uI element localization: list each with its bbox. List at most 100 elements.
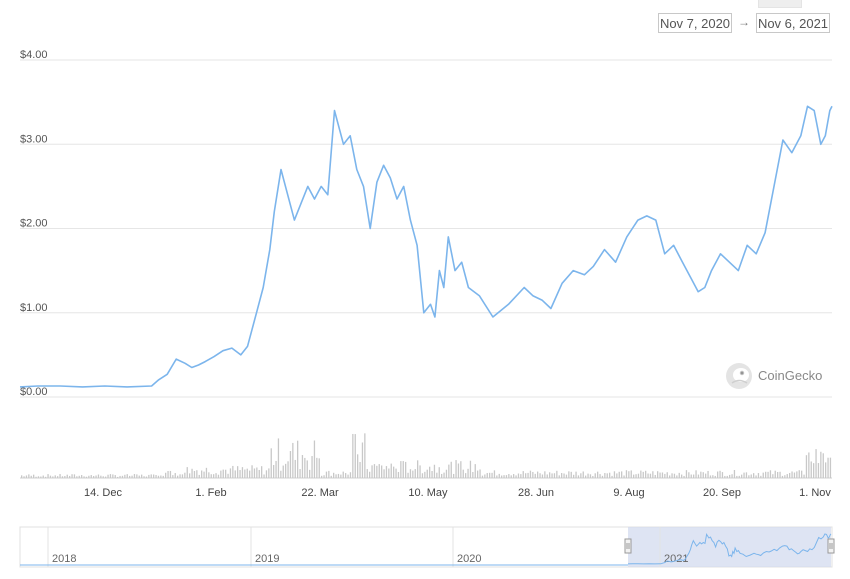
volume-bar [597, 471, 599, 478]
volume-bar [177, 475, 179, 478]
date-from-input[interactable]: Nov 7, 2020 [658, 13, 732, 33]
volume-bar [673, 473, 676, 478]
volume-bar [397, 472, 400, 478]
volume-bar [513, 474, 515, 478]
volume-bar [738, 475, 740, 478]
volume-bar [215, 473, 217, 478]
volume-bar [736, 475, 738, 478]
volume-bar [645, 470, 647, 478]
volume-bar [827, 457, 829, 478]
volume-bar [25, 475, 28, 478]
volume-bar [409, 469, 412, 478]
volume-bar [702, 472, 704, 478]
navigator-line [627, 533, 832, 565]
volume-bar [781, 475, 784, 478]
volume-bar [419, 465, 421, 478]
navigator-selection [628, 527, 831, 567]
volume-bar [366, 469, 368, 478]
volume-bar [789, 472, 791, 478]
volume-bar [263, 474, 265, 478]
volume-bar [498, 473, 500, 478]
volume-bar [361, 442, 364, 478]
x-tick-label: 20. Sep [703, 487, 741, 499]
volume-bar [153, 474, 155, 478]
grid [20, 59, 832, 398]
volume-bar [76, 476, 78, 478]
volume-bar [755, 475, 757, 478]
x-tick-label: 1. Nov [799, 487, 831, 499]
volume-bar [815, 449, 817, 478]
volume-bar [81, 475, 83, 478]
volume-bar [724, 475, 726, 478]
volume-bar [23, 476, 25, 478]
x-tick-label: 28. Jun [518, 487, 554, 499]
volume-bar [693, 474, 695, 478]
volume-bar [191, 468, 193, 478]
range-button[interactable] [758, 0, 802, 8]
volume-bar [753, 473, 755, 478]
volume-bar [196, 470, 198, 478]
volume-bar [690, 474, 692, 478]
volume-bar [229, 468, 232, 478]
volume-bar [813, 463, 815, 478]
volume-bar [707, 470, 709, 478]
volume-bar [239, 470, 241, 478]
volume-bar [395, 468, 397, 478]
volume-bar [232, 465, 234, 478]
volume-bar [90, 475, 92, 478]
volume-bar [652, 471, 654, 478]
volume-bar [520, 474, 522, 478]
volume-bar [306, 460, 308, 478]
volume-bar [486, 473, 488, 478]
volume-bar [412, 470, 414, 478]
volume-bar [637, 473, 640, 478]
volume-bar [664, 473, 666, 478]
volume-bar [268, 468, 270, 478]
volume-bar [97, 474, 100, 478]
volume-bar [124, 474, 126, 478]
volume-bar [277, 438, 280, 478]
volume-bar [184, 472, 186, 478]
volume-bar [594, 473, 596, 478]
navigator-handle[interactable] [624, 538, 632, 554]
volume-bar [265, 470, 268, 478]
volume-bar [138, 475, 140, 478]
navigator[interactable]: 2018 2019 2020 2021 [19, 526, 835, 568]
volume-bar [352, 433, 354, 478]
volume-bar [388, 468, 390, 478]
volume-bar [448, 464, 450, 478]
volume-bar [630, 470, 632, 478]
volume-bar [700, 471, 702, 478]
volume-bar [433, 464, 436, 478]
volume-bar [121, 475, 124, 478]
volume-bar [129, 475, 131, 478]
volume-bar [601, 475, 604, 478]
y-tick-label: $4.00 [20, 49, 48, 61]
volume-bar [143, 476, 145, 478]
volume-bar [774, 470, 776, 478]
volume-bar [798, 470, 800, 478]
volume-bar [301, 455, 304, 478]
volume-bar [558, 475, 560, 478]
volume-bar [407, 472, 409, 478]
volume-bar [573, 474, 575, 478]
volume-bar [119, 475, 121, 478]
volume-bar [345, 473, 347, 478]
navigator-handle[interactable] [827, 538, 835, 554]
volume-bar [443, 472, 445, 478]
volume-bar [453, 473, 455, 478]
coingecko-logo [726, 363, 752, 389]
volume-bar [606, 473, 608, 478]
volume-bar [249, 470, 251, 478]
volume-bar [287, 461, 289, 478]
volume-bar [299, 469, 301, 478]
date-to-input[interactable]: Nov 6, 2021 [756, 13, 830, 33]
y-axis-labels: $0.00 $1.00 $2.00 $3.00 $4.00 [20, 49, 48, 398]
volume-bar [297, 440, 299, 478]
volume-bar [534, 473, 536, 478]
volume-bar [510, 475, 512, 478]
volume-bar [445, 469, 448, 478]
volume-bar [455, 460, 457, 478]
volume-bar [181, 474, 184, 478]
